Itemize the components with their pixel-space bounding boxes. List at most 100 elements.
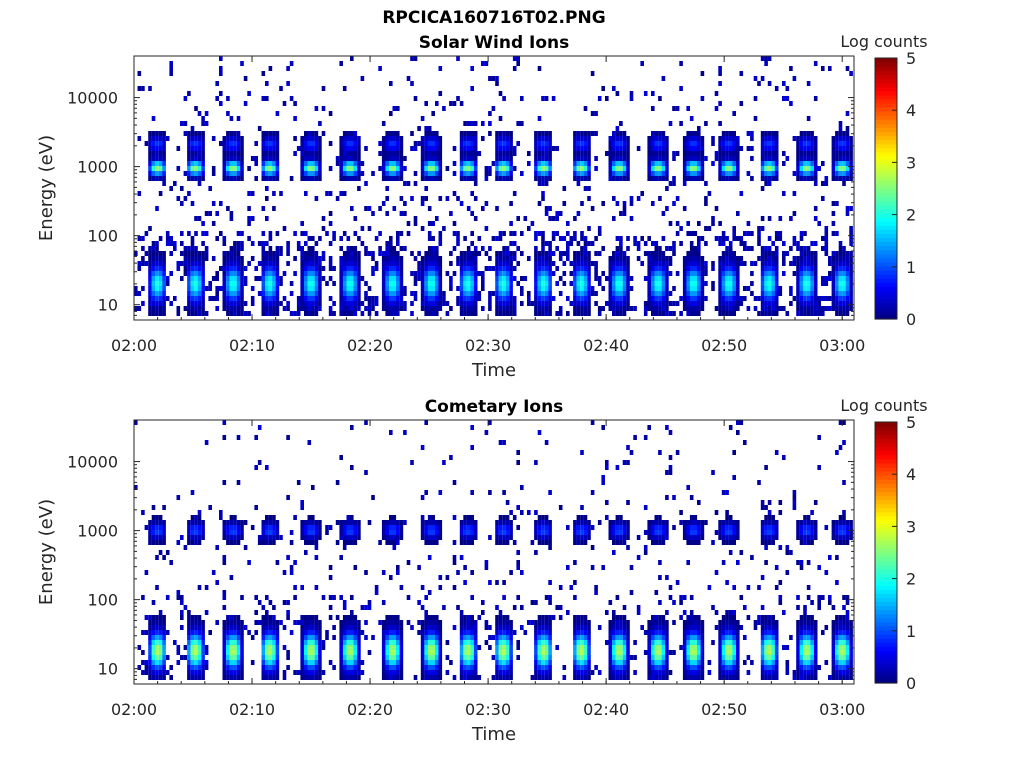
spectrogram-cell — [385, 136, 389, 141]
spectrogram-cell — [725, 176, 729, 181]
spectrogram-cell — [661, 146, 666, 151]
spectrogram-cell — [792, 256, 797, 261]
spectrogram-cell — [229, 251, 234, 256]
spectrogram-cell — [459, 620, 464, 625]
spectrogram-cell — [385, 166, 389, 171]
spectrogram-cell — [566, 246, 570, 251]
spectrogram-cell — [318, 121, 322, 126]
spectrogram-cell — [392, 615, 397, 620]
spectrogram-cell — [261, 660, 266, 665]
spectrogram-cell — [197, 251, 202, 256]
spectrogram-cell — [502, 525, 506, 530]
spectrogram-cell — [194, 266, 198, 271]
spectrogram-cell — [420, 665, 425, 670]
spectrogram-cell — [498, 236, 503, 241]
spectrogram-cell — [718, 221, 722, 226]
spectrogram-cell — [226, 151, 230, 156]
spectrogram-cell — [190, 630, 195, 635]
spectrogram-cell — [505, 625, 510, 630]
spectrogram-cell — [806, 281, 811, 286]
spectrogram-cell — [389, 246, 393, 251]
spectrogram-cell — [240, 595, 244, 600]
spectrogram-cell — [357, 530, 361, 535]
spectrogram-cell — [314, 161, 319, 166]
colorbar-swatch — [875, 237, 897, 243]
spectrogram-cell — [158, 136, 163, 141]
spectrogram-cell — [144, 660, 149, 665]
spectrogram-cell — [718, 156, 722, 161]
spectrogram-cell — [233, 525, 237, 530]
spectrogram-cell — [835, 201, 839, 206]
spectrogram-cell — [502, 281, 506, 286]
spectrogram-cell — [162, 635, 166, 640]
spectrogram-cell — [838, 171, 843, 176]
spectrogram-cell — [498, 141, 503, 146]
spectrogram-cell — [760, 266, 765, 271]
spectrogram-cell — [353, 520, 358, 525]
colorbar-swatch — [875, 106, 897, 112]
spectrogram-cell — [459, 161, 464, 166]
spectrogram-cell — [498, 540, 503, 545]
spectrogram-cell — [183, 271, 188, 276]
spectrogram-cell — [148, 161, 152, 166]
spectrogram-cell — [817, 301, 821, 306]
spectrogram-cell — [459, 291, 464, 296]
spectrogram-cell — [165, 655, 170, 660]
spectrogram-cell — [509, 171, 513, 176]
spectrogram-cell — [314, 645, 319, 650]
spectrogram-cell — [420, 625, 425, 630]
spectrogram-cell — [463, 630, 467, 635]
spectrogram-cell — [424, 301, 428, 306]
spectrogram-cell — [626, 171, 630, 176]
spectrogram-cell — [704, 121, 708, 126]
spectrogram-cell — [353, 246, 358, 251]
spectrogram-cell — [233, 146, 237, 151]
spectrogram-cell — [658, 256, 662, 261]
spectrogram-cell — [435, 291, 439, 296]
spectrogram-cell — [268, 535, 273, 540]
spectrogram-cell — [636, 146, 641, 151]
spectrogram-cell — [477, 291, 482, 296]
spectrogram-cell — [612, 286, 616, 291]
spectrogram-cell — [162, 166, 166, 171]
spectrogram-cell — [254, 156, 258, 161]
spectrogram-cell — [693, 161, 698, 166]
spectrogram-cell — [187, 306, 191, 311]
spectrogram-cell — [782, 271, 786, 276]
spectrogram-cell — [424, 645, 428, 650]
spectrogram-cell — [502, 261, 506, 266]
spectrogram-cell — [838, 161, 843, 166]
spectrogram-cell — [459, 276, 464, 281]
spectrogram-cell — [314, 276, 319, 281]
spectrogram-cell — [158, 151, 163, 156]
spectrogram-cell — [158, 665, 163, 670]
spectrogram-cell — [803, 176, 807, 181]
spectrogram-cell — [725, 276, 729, 281]
spectrogram-cell — [601, 201, 605, 206]
spectrogram-cell — [272, 535, 276, 540]
spectrogram-cell — [438, 665, 443, 670]
spectrogram-cell — [240, 261, 244, 266]
spectrogram-cell — [307, 675, 312, 680]
spectrogram-cell — [612, 161, 616, 166]
spectrogram-cell — [350, 166, 354, 171]
spectrogram-cell — [505, 306, 510, 311]
spectrogram-cell — [229, 271, 234, 276]
spectrogram-cell — [300, 625, 304, 630]
spectrogram-cell — [304, 281, 308, 286]
spectrogram-cell — [275, 620, 280, 625]
spectrogram-cell — [718, 176, 722, 181]
spectrogram-cell — [236, 655, 241, 660]
spectrogram-cell — [275, 161, 280, 166]
spectrogram-cell — [739, 296, 744, 301]
spectrogram-cell — [693, 291, 698, 296]
spectrogram-cell — [197, 635, 202, 640]
spectrogram-cell — [849, 241, 853, 246]
spectrogram-cell — [197, 261, 202, 266]
spectrogram-cell — [558, 276, 563, 281]
spectrogram-cell — [689, 131, 694, 136]
spectrogram-cell — [587, 136, 591, 141]
spectrogram-cell — [222, 420, 227, 425]
spectrogram-cell — [445, 640, 450, 645]
spectrogram-cell — [661, 211, 666, 216]
